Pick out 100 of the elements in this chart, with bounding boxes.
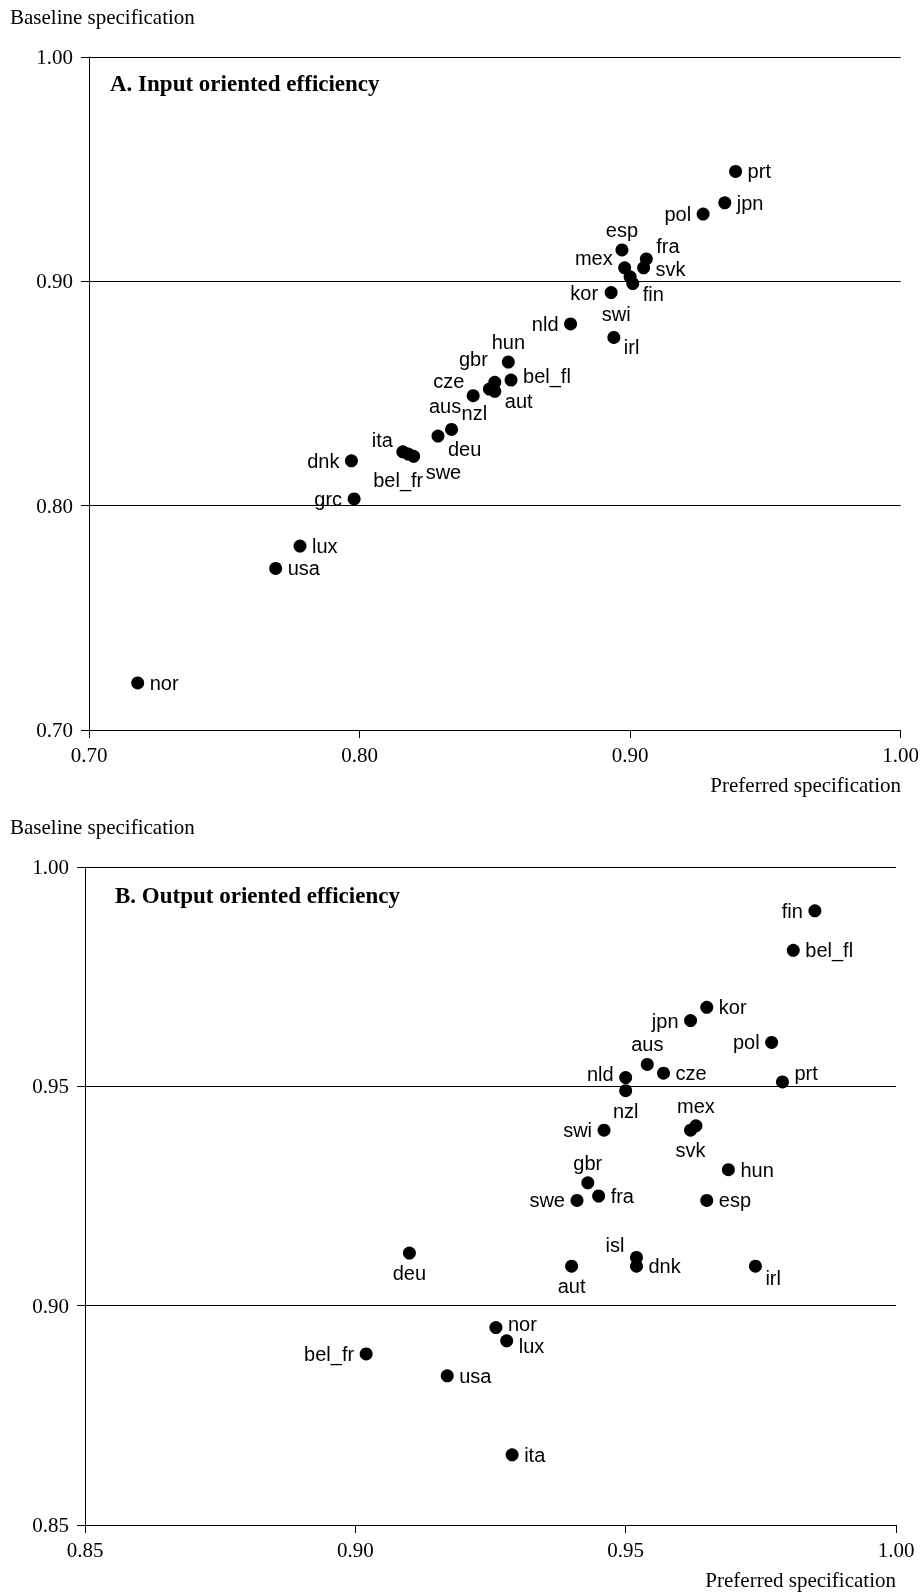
point — [501, 355, 515, 369]
y-axis-title: Baseline specification — [10, 814, 196, 839]
data-label: cze — [675, 1062, 707, 1085]
point — [440, 1369, 454, 1383]
point — [684, 1014, 698, 1028]
data-label: ita — [524, 1443, 547, 1466]
data-label: fra — [610, 1185, 635, 1207]
x-tick-label: 0.90 — [611, 742, 649, 767]
data-label: mex — [677, 1094, 715, 1117]
data-label: prt — [794, 1061, 819, 1084]
point — [729, 164, 743, 178]
point — [700, 1193, 714, 1207]
data-label: dnk — [648, 1255, 682, 1278]
data-label: fra — [656, 234, 681, 257]
point — [347, 492, 361, 506]
data-label: fin — [642, 282, 664, 305]
data-label: hun — [740, 1158, 774, 1181]
x-tick-label: 1.00 — [877, 1537, 915, 1562]
point — [696, 207, 710, 221]
x-tick-label: 0.85 — [66, 1537, 104, 1562]
y-axis-title: Baseline specification — [10, 4, 196, 29]
data-label: aut — [504, 390, 534, 413]
y-tick-label: 0.80 — [36, 493, 73, 518]
point — [618, 261, 632, 275]
point — [619, 1084, 633, 1098]
data-label: dnk — [307, 449, 341, 472]
y-tick-label: 0.70 — [36, 718, 73, 742]
point — [629, 1259, 643, 1273]
data-label: cze — [433, 370, 465, 393]
data-label: aus — [428, 394, 462, 417]
point — [604, 286, 618, 300]
data-label: ita — [371, 428, 394, 451]
point — [684, 1123, 698, 1137]
data-label: bel_fr — [373, 469, 424, 493]
point — [592, 1189, 606, 1203]
point — [466, 389, 480, 403]
data-label: jpn — [650, 1009, 679, 1032]
data-label: swe — [425, 461, 462, 484]
y-tick-label: 1.00 — [32, 855, 69, 879]
x-tick-label: 1.00 — [882, 742, 919, 767]
point — [488, 384, 502, 398]
point — [407, 449, 421, 463]
point — [615, 243, 629, 257]
point — [570, 1193, 584, 1207]
data-label: nzl — [612, 1099, 639, 1122]
point — [565, 1259, 579, 1273]
point — [597, 1123, 611, 1137]
data-label: bel_fr — [304, 1342, 355, 1366]
x-tick-label: 0.95 — [607, 1537, 645, 1562]
point — [504, 373, 518, 387]
x-tick-label: 0.80 — [341, 742, 378, 767]
data-label: aut — [557, 1275, 586, 1298]
x-tick-label: 0.90 — [336, 1537, 374, 1562]
text: A. Input oriented efficiency — [110, 71, 381, 96]
point — [131, 676, 145, 690]
point — [640, 1057, 654, 1071]
data-label: prt — [747, 160, 772, 183]
point — [344, 454, 358, 468]
data-label: swe — [529, 1189, 566, 1212]
point — [445, 422, 459, 436]
point — [765, 1035, 779, 1049]
point — [657, 1066, 671, 1080]
text: B. Output oriented efficiency — [115, 883, 401, 908]
data-label: nor — [507, 1312, 538, 1335]
data-label: bel_fl — [805, 939, 854, 963]
x-axis-title: Preferred specification — [710, 772, 902, 797]
point — [748, 1259, 762, 1273]
data-label: mex — [574, 246, 613, 269]
point — [607, 330, 621, 344]
data-label: kor — [570, 281, 599, 304]
data-label: lux — [518, 1334, 545, 1357]
x-axis-title: Preferred specification — [705, 1567, 897, 1592]
point — [700, 1000, 714, 1014]
data-label: kor — [718, 996, 747, 1019]
y-tick-label: 1.00 — [36, 45, 73, 69]
y-tick-label: 0.90 — [36, 269, 73, 294]
point — [402, 1246, 416, 1260]
point — [718, 196, 732, 210]
point — [775, 1075, 789, 1089]
data-label: esp — [605, 218, 639, 241]
y-tick-label: 0.85 — [32, 1513, 69, 1537]
point — [564, 317, 578, 331]
data-label: gbr — [573, 1151, 603, 1174]
point — [505, 1448, 519, 1462]
data-label: aus — [631, 1033, 664, 1056]
data-label: pol — [732, 1031, 760, 1054]
data-label: fin — [781, 899, 803, 922]
data-label: hun — [491, 331, 526, 354]
data-label: usa — [459, 1364, 493, 1387]
y-tick-label: 0.90 — [32, 1293, 69, 1318]
x-tick-label: 0.70 — [70, 742, 108, 767]
point — [637, 261, 651, 275]
data-label: deu — [448, 438, 482, 461]
data-label: nzl — [461, 402, 488, 425]
data-label: esp — [718, 1189, 752, 1212]
data-label: swi — [563, 1119, 593, 1142]
point — [431, 429, 445, 443]
data-label: nld — [586, 1062, 614, 1085]
data-label: irl — [765, 1267, 781, 1290]
point — [489, 1321, 503, 1335]
